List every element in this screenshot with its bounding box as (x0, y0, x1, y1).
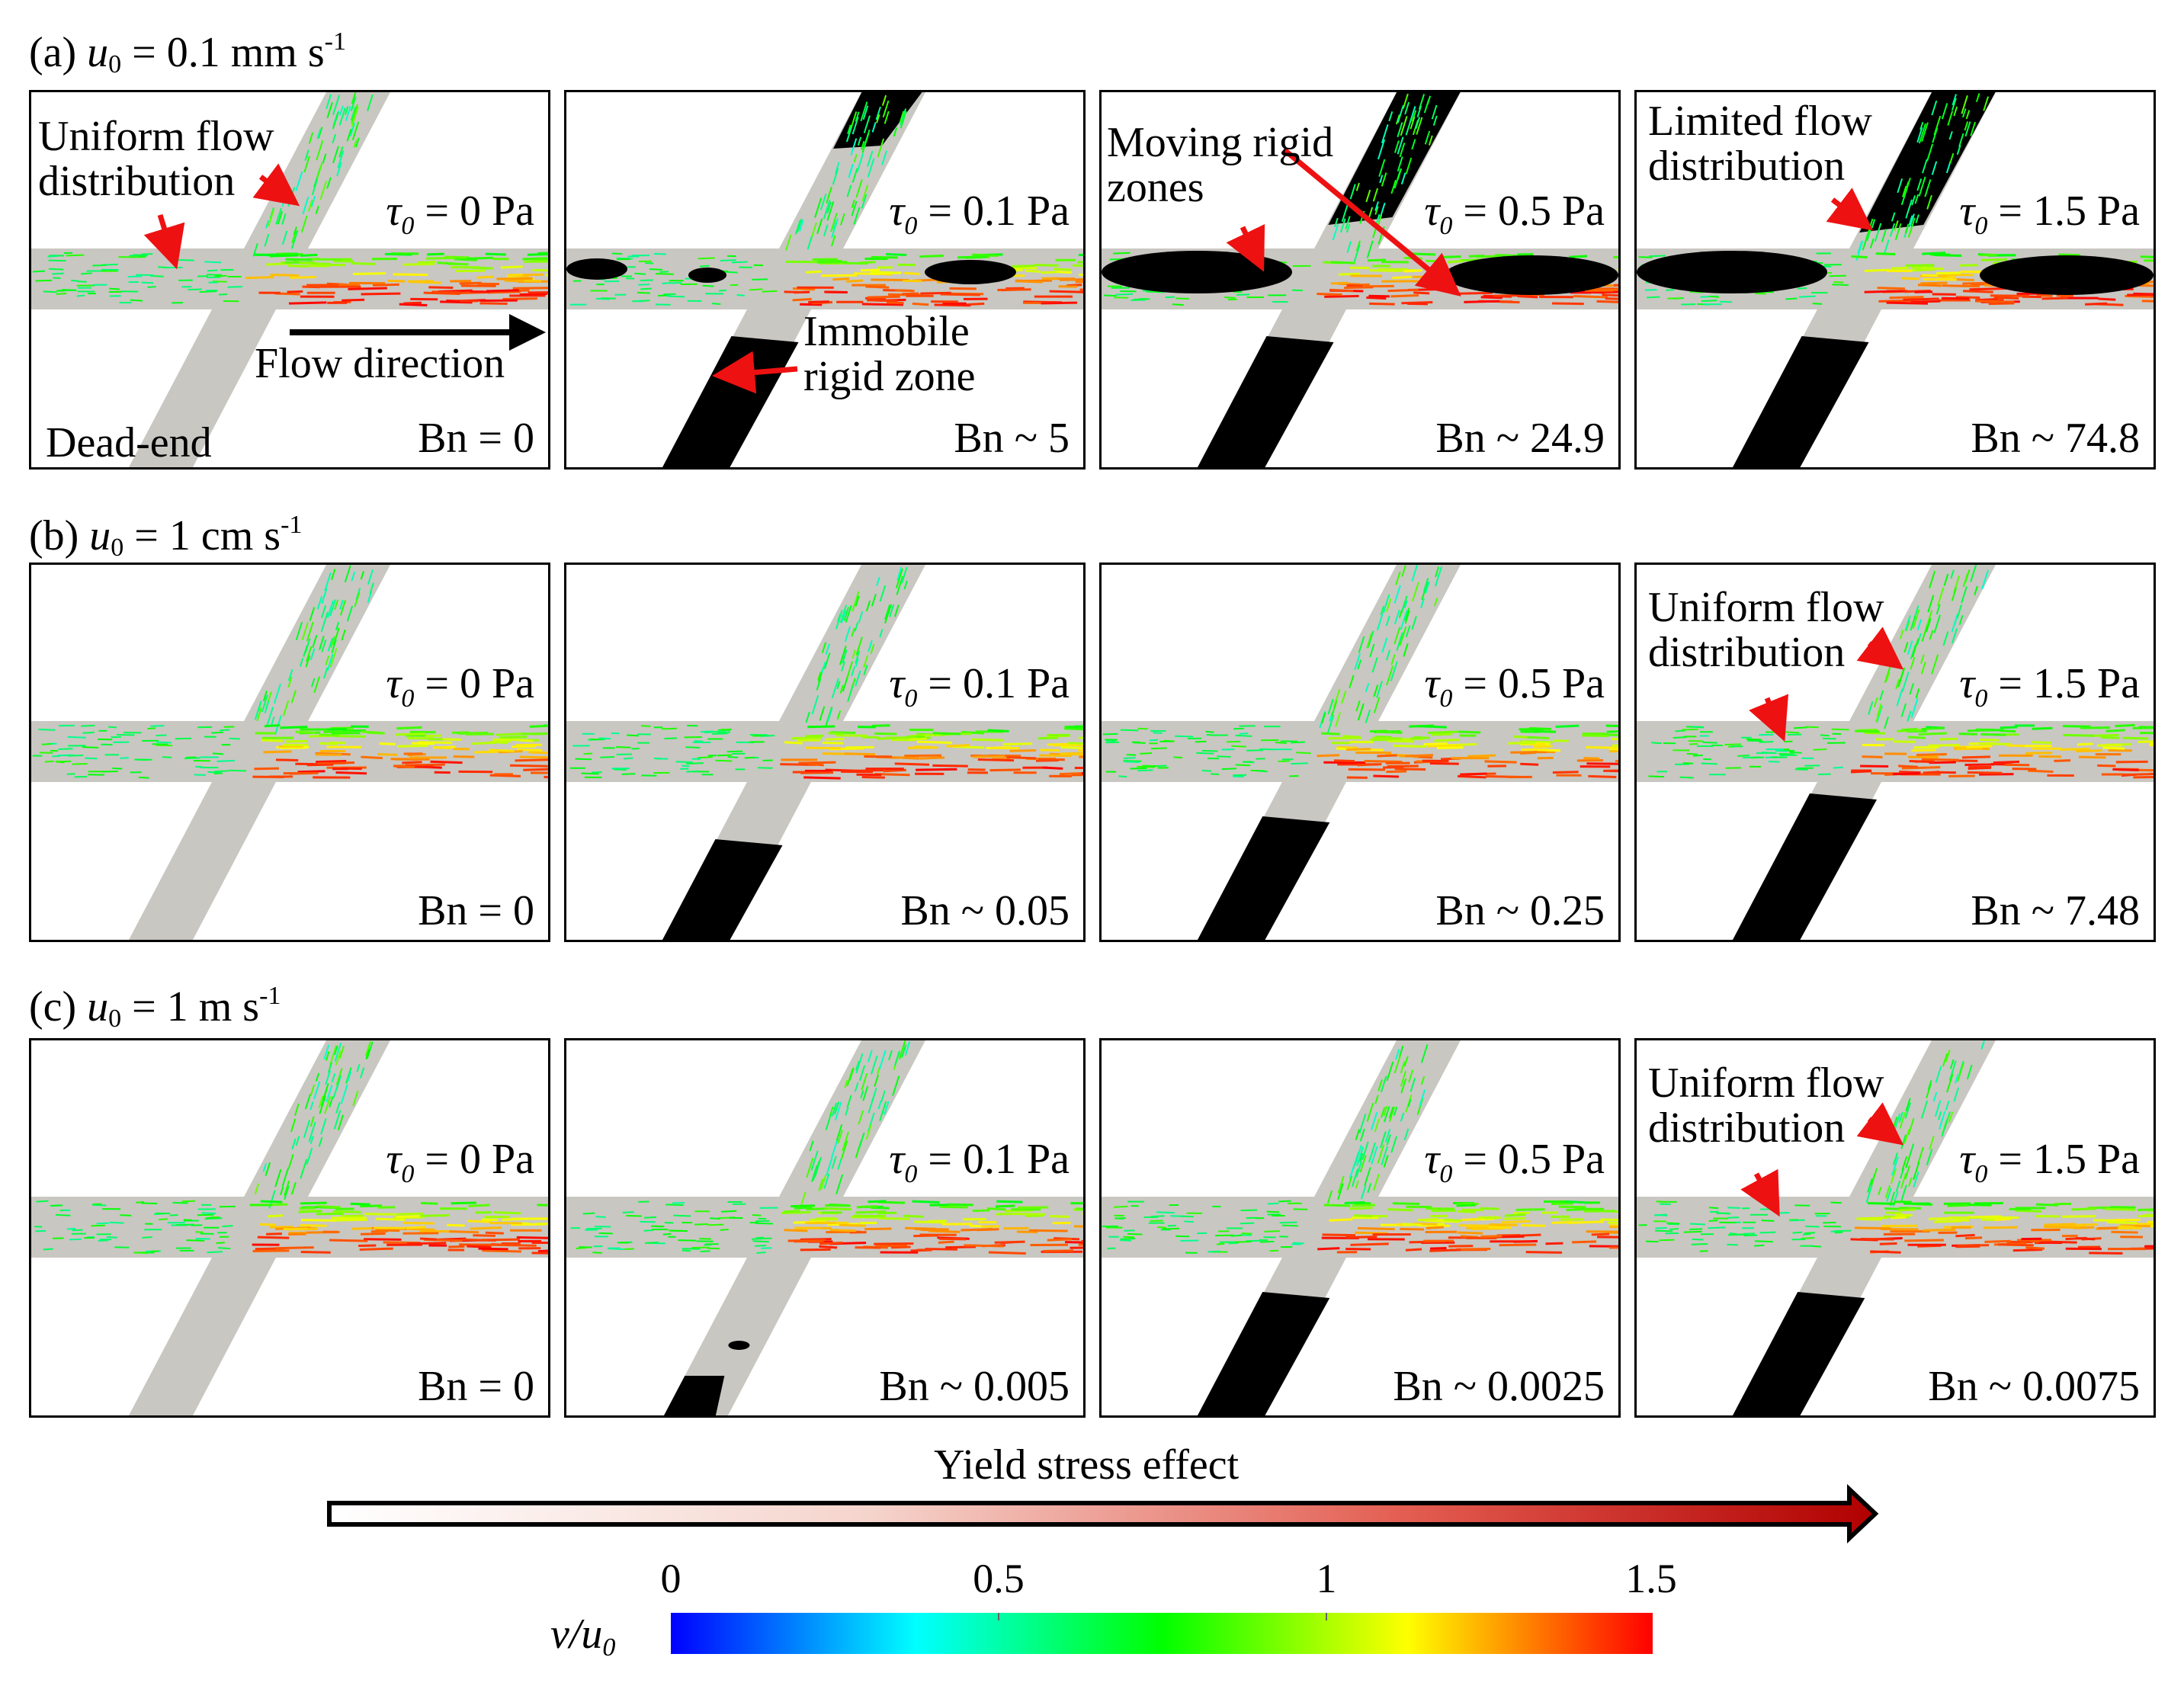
rigid-zone (1733, 1292, 1865, 1415)
bingham-number: Bn = 0 (418, 887, 534, 934)
rigid-zone (1198, 336, 1334, 467)
annotation-uniform-flow-b: Uniform flow distribution (1648, 584, 1884, 676)
colorbar-tick-0: 0 (660, 1556, 681, 1601)
annotation-uniform-flow-c: Uniform flow distribution (1648, 1059, 1884, 1152)
panel-c2: τ0 = 0.1 Pa Bn ~ 0.005 (564, 1038, 1086, 1418)
rigid-zone (1980, 255, 2154, 295)
flow-field (31, 565, 548, 940)
panel-a1: τ0 = 0 Pa Bn = 0 (29, 90, 550, 470)
rigid-zone (1859, 92, 1996, 232)
annotation-flow-direction: Flow direction (255, 340, 505, 387)
colorbar (671, 1613, 1653, 1654)
bingham-number: Bn ~ 24.9 (1435, 415, 1605, 462)
flow-field (1637, 92, 2154, 467)
yield-stress-label: τ0 = 0 Pa (386, 1136, 534, 1188)
yield-stress-arrow (327, 1484, 1879, 1543)
yield-stress-label: τ0 = 1.5 Pa (1959, 1136, 2140, 1188)
row-c-label: (c) u0 = 1 m s-1 (29, 982, 281, 1033)
yield-stress-label: τ0 = 0.5 Pa (1424, 660, 1605, 713)
velocity-vectors (569, 566, 1083, 780)
panel-b1: τ0 = 0 Pa Bn = 0 (29, 563, 550, 942)
row-a-label: (a) u0 = 0.1 mm s-1 (29, 27, 346, 79)
bingham-number: Bn ~ 0.05 (900, 887, 1070, 934)
bingham-number: Bn = 0 (418, 1363, 534, 1410)
flow-field (31, 1040, 548, 1415)
yield-stress-label: τ0 = 0 Pa (386, 660, 534, 713)
rigid-zone (1445, 255, 1618, 295)
yield-stress-label: τ0 = 0.5 Pa (1424, 1136, 1605, 1188)
yield-stress-label: τ0 = 1.5 Pa (1959, 660, 2140, 713)
rigid-zone (664, 1376, 725, 1415)
yield-stress-label: τ0 = 0.5 Pa (1424, 188, 1605, 240)
velocity-vectors (32, 92, 548, 306)
rigid-zone (688, 268, 726, 283)
yield-stress-effect-title: Yield stress effect (934, 1441, 1240, 1489)
rigid-zone (662, 336, 799, 467)
annotation-moving-zones: Moving rigid zones (1107, 119, 1334, 211)
yield-stress-label: τ0 = 1.5 Pa (1959, 188, 2140, 240)
bingham-number: Bn ~ 0.005 (879, 1363, 1070, 1410)
colorbar-label: v/u0 (550, 1611, 616, 1662)
rigid-zone (1198, 1292, 1330, 1415)
bingham-number: Bn ~ 7.48 (1971, 887, 2140, 934)
yield-stress-label: τ0 = 0.1 Pa (889, 660, 1070, 713)
velocity-vectors (1102, 1044, 1618, 1254)
velocity-vectors (1648, 565, 2154, 779)
bingham-number: Bn ~ 0.0075 (1928, 1363, 2140, 1410)
yield-stress-label: τ0 = 0.1 Pa (889, 188, 1070, 240)
yield-stress-label: τ0 = 0 Pa (386, 188, 534, 240)
flow-field (566, 565, 1083, 940)
main-channel (1637, 721, 2154, 782)
rigid-zone (1102, 251, 1292, 293)
velocity-vectors (1638, 1040, 2154, 1255)
rigid-zone (1198, 816, 1330, 940)
annotation-dead-end: Dead-end (46, 419, 212, 466)
bingham-number: Bn ~ 5 (954, 415, 1070, 462)
panel-b4: τ0 = 1.5 Pa Bn ~ 7.48 (1634, 563, 2156, 942)
velocity-vectors (34, 1040, 548, 1255)
panel-a4: τ0 = 1.5 Pa Bn ~ 74.8 (1634, 90, 2156, 470)
flow-field (1102, 1040, 1618, 1415)
panel-c3: τ0 = 0.5 Pa Bn ~ 0.0025 (1099, 1038, 1621, 1418)
panel-a2: τ0 = 0.1 Pa Bn ~ 5 (564, 90, 1086, 470)
bingham-number: Bn ~ 0.0025 (1393, 1363, 1605, 1410)
velocity-vectors (570, 1040, 1083, 1255)
velocity-vectors (1102, 565, 1618, 779)
flow-field (31, 92, 548, 467)
rigid-zone (566, 258, 627, 280)
colorbar-tick-1: 0.5 (973, 1556, 1025, 1601)
panel-c1: τ0 = 0 Pa Bn = 0 (29, 1038, 550, 1418)
bingham-number: Bn ~ 0.25 (1435, 887, 1605, 934)
flow-field (1637, 565, 2154, 940)
flow-field (566, 92, 1083, 467)
rigid-zone (1733, 793, 1878, 940)
panel-c4: τ0 = 1.5 Pa Bn ~ 0.0075 (1634, 1038, 2156, 1418)
annotation-uniform-flow: Uniform flow distribution (38, 113, 274, 205)
colorbar-tick-2: 1 (1316, 1556, 1337, 1601)
rigid-zone (728, 1341, 750, 1350)
bingham-number: Bn = 0 (418, 415, 534, 462)
rigid-zone (662, 839, 783, 940)
panel-b3: τ0 = 0.5 Pa Bn ~ 0.25 (1099, 563, 1621, 942)
bingham-number: Bn ~ 74.8 (1971, 415, 2140, 462)
flow-field (1637, 1040, 2154, 1415)
row-b-label: (b) u0 = 1 cm s-1 (29, 511, 303, 562)
rigid-zone (1733, 336, 1869, 467)
rigid-zone (925, 260, 1016, 284)
velocity-vectors (32, 565, 548, 779)
yield-stress-label: τ0 = 0.1 Pa (889, 1136, 1070, 1188)
flow-field (1102, 565, 1618, 940)
panel-b2: τ0 = 0.1 Pa Bn ~ 0.05 (564, 563, 1086, 942)
annotation-limited-flow: Limited flow distribution (1648, 98, 1872, 190)
flow-field (566, 1040, 1083, 1415)
rigid-zone (1637, 251, 1827, 293)
annotation-immobile-zone: Immobile rigid zone (803, 308, 976, 400)
colorbar-tick-3: 1.5 (1625, 1556, 1677, 1601)
